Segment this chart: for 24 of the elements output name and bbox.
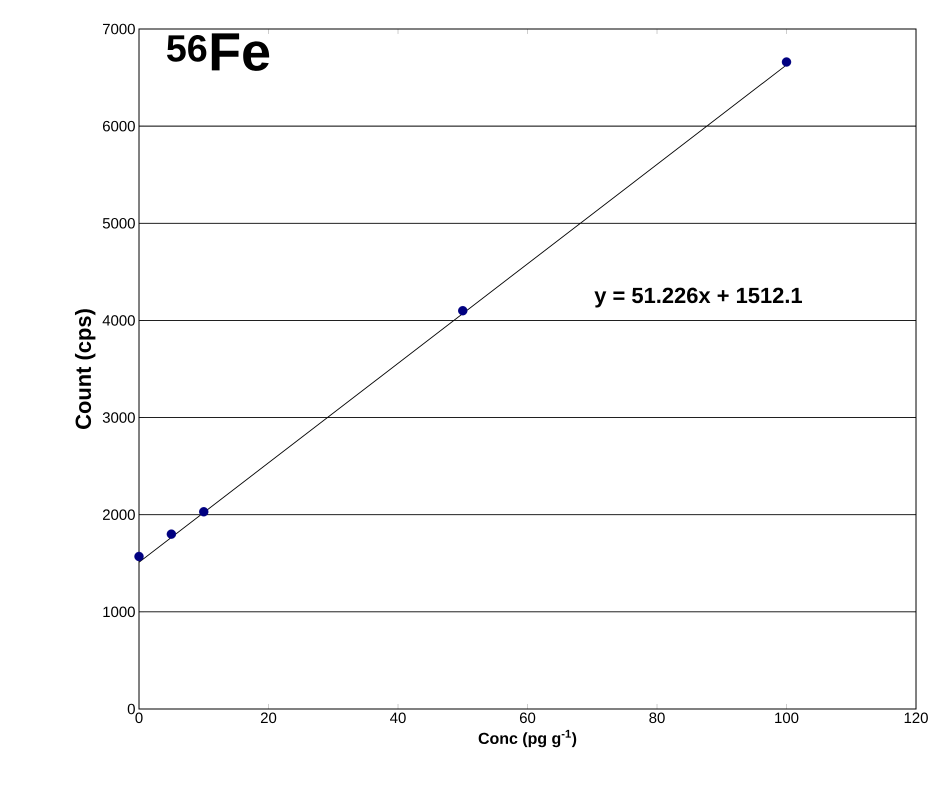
x-tick-label: 0 bbox=[135, 712, 143, 724]
chart-title: $^{56}$Fe bbox=[166, 33, 270, 71]
y-tick-label: 4000 bbox=[102, 315, 135, 326]
y-tick-label: 3000 bbox=[102, 412, 135, 423]
x-tick-label: 40 bbox=[390, 712, 406, 724]
point bbox=[458, 306, 468, 316]
y-tick-label: 6000 bbox=[103, 120, 135, 132]
y-tick-label: 5000 bbox=[102, 218, 135, 229]
annotation: y = 51.226x + 1512.1 bbox=[594, 288, 802, 308]
x-tick-label: 20 bbox=[260, 712, 276, 724]
x-tick-label: 60 bbox=[520, 712, 536, 724]
y-tick-label: 2000 bbox=[102, 509, 135, 520]
y-tick-label: 7000 bbox=[103, 24, 135, 34]
point bbox=[134, 552, 144, 562]
y-axis-title: Count (cps) bbox=[74, 309, 96, 429]
point bbox=[782, 57, 792, 67]
x-tick-label: 80 bbox=[649, 712, 665, 724]
x-axis-title: Conc (pg g$^{-1}$) bbox=[478, 730, 576, 748]
point bbox=[166, 529, 176, 539]
x-tick-label: 100 bbox=[775, 712, 798, 724]
y-tick-label: 1000 bbox=[103, 606, 135, 618]
point bbox=[199, 507, 208, 516]
x-tick-label: 120 bbox=[904, 712, 928, 724]
y-tick-label: 0 bbox=[128, 704, 135, 714]
